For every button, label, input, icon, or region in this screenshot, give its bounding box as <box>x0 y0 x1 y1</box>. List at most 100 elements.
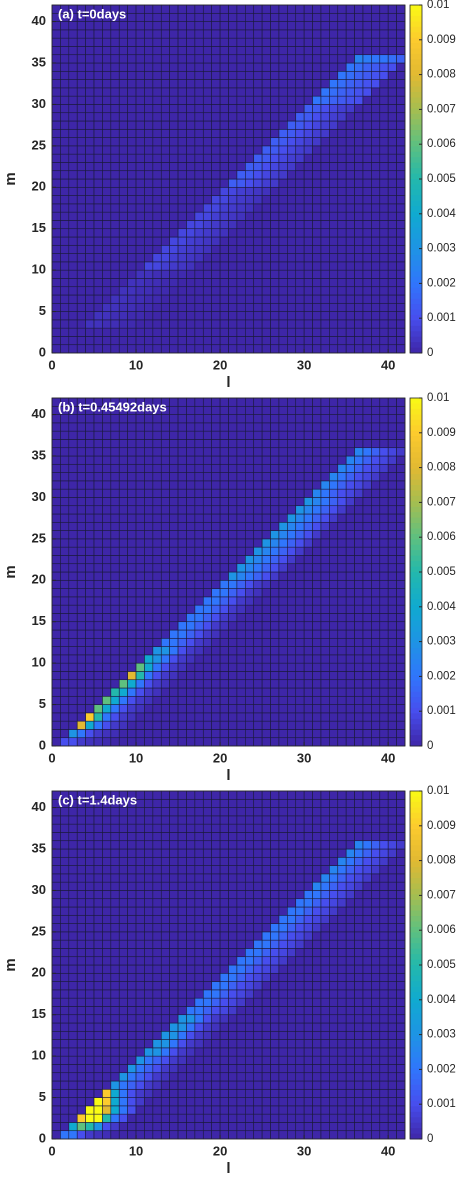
heatmap-cell <box>262 270 270 278</box>
heatmap-cell <box>397 336 405 344</box>
heatmap-cell <box>203 80 211 88</box>
heatmap-cell <box>203 187 211 195</box>
heatmap-cell <box>60 481 68 489</box>
heatmap-cell <box>363 398 371 406</box>
heatmap-cell <box>128 965 136 973</box>
heatmap-cell <box>304 187 312 195</box>
heatmap-cell <box>380 415 388 423</box>
heatmap-cell <box>170 406 178 414</box>
heatmap-cell <box>380 721 388 729</box>
heatmap-cell <box>279 1023 287 1031</box>
heatmap-cell <box>212 229 220 237</box>
heatmap-cell <box>346 278 354 286</box>
heatmap-cell <box>186 287 194 295</box>
heatmap-cell <box>52 506 60 514</box>
heatmap-cell <box>363 1073 371 1081</box>
heatmap-cell <box>178 1073 186 1081</box>
y-tick-label: 15 <box>32 220 46 235</box>
heatmap-cell <box>170 22 178 30</box>
heatmap-cell <box>229 1056 237 1064</box>
heatmap-cell <box>170 229 178 237</box>
heatmap-cell <box>170 328 178 336</box>
heatmap-cell <box>94 647 102 655</box>
heatmap-cell <box>153 1064 161 1072</box>
x-tick-label: 10 <box>129 750 143 765</box>
heatmap-cell <box>69 915 77 923</box>
heatmap-cell <box>245 522 253 530</box>
y-tick-label: 5 <box>39 696 46 711</box>
heatmap-cell <box>161 647 169 655</box>
heatmap-cell <box>313 1064 321 1072</box>
heatmap-cell <box>161 1040 169 1048</box>
heatmap-cell <box>237 328 245 336</box>
heatmap-cell <box>128 705 136 713</box>
heatmap-cell <box>60 448 68 456</box>
heatmap-cell <box>363 1048 371 1056</box>
colorbar-swatch <box>410 103 422 109</box>
heatmap-cell <box>203 1048 211 1056</box>
heatmap-cell <box>144 63 152 71</box>
heatmap-cell <box>94 121 102 129</box>
heatmap-cell <box>355 30 363 38</box>
heatmap-cell <box>186 514 194 522</box>
heatmap-cell <box>144 456 152 464</box>
heatmap-cell <box>220 104 228 112</box>
heatmap-cell <box>52 96 60 104</box>
heatmap-cell <box>170 415 178 423</box>
colorbar-swatch <box>410 32 422 38</box>
heatmap-cell <box>60 688 68 696</box>
heatmap-cell <box>52 948 60 956</box>
heatmap-cell <box>313 597 321 605</box>
heatmap-cell <box>355 1106 363 1114</box>
heatmap-cell <box>388 96 396 104</box>
heatmap-cell <box>363 638 371 646</box>
heatmap-cell <box>220 22 228 30</box>
heatmap-cell <box>271 30 279 38</box>
heatmap-cell <box>86 229 94 237</box>
heatmap-cell <box>128 121 136 129</box>
heatmap-cell <box>69 572 77 580</box>
heatmap-cell <box>69 196 77 204</box>
heatmap-cell <box>237 1040 245 1048</box>
heatmap-cell <box>186 580 194 588</box>
heatmap-cell <box>271 1081 279 1089</box>
heatmap-cell <box>271 613 279 621</box>
heatmap-cell <box>262 622 270 630</box>
heatmap-cell <box>212 738 220 746</box>
heatmap-cell <box>321 212 329 220</box>
heatmap-cell <box>329 38 337 46</box>
heatmap-cell <box>144 278 152 286</box>
heatmap-cell <box>245 1081 253 1089</box>
heatmap-cell <box>397 146 405 154</box>
heatmap-cell <box>262 1015 270 1023</box>
heatmap-cell <box>77 915 85 923</box>
heatmap-cell <box>355 406 363 414</box>
heatmap-cell <box>388 1122 396 1130</box>
colorbar-swatch <box>410 577 422 583</box>
heatmap-cell <box>279 589 287 597</box>
heatmap-cell <box>313 88 321 96</box>
heatmap-cell <box>69 464 77 472</box>
heatmap-cell <box>363 622 371 630</box>
heatmap-cell <box>338 1106 346 1114</box>
heatmap-cell <box>380 622 388 630</box>
heatmap-cell <box>371 514 379 522</box>
heatmap-cell <box>371 129 379 137</box>
heatmap-cell <box>86 196 94 204</box>
heatmap-cell <box>195 245 203 253</box>
heatmap-cell <box>313 55 321 63</box>
heatmap-cell <box>203 572 211 580</box>
heatmap-cell <box>388 597 396 605</box>
heatmap-cell <box>136 187 144 195</box>
heatmap-cell <box>69 1048 77 1056</box>
heatmap-cell <box>60 328 68 336</box>
heatmap-cell <box>346 489 354 497</box>
heatmap-cell <box>380 481 388 489</box>
heatmap-cell <box>245 721 253 729</box>
heatmap-cell <box>111 138 119 146</box>
heatmap-cell <box>52 204 60 212</box>
heatmap-cell <box>178 547 186 555</box>
heatmap-cell <box>271 204 279 212</box>
heatmap-cell <box>86 663 94 671</box>
heatmap-cell <box>119 907 127 915</box>
